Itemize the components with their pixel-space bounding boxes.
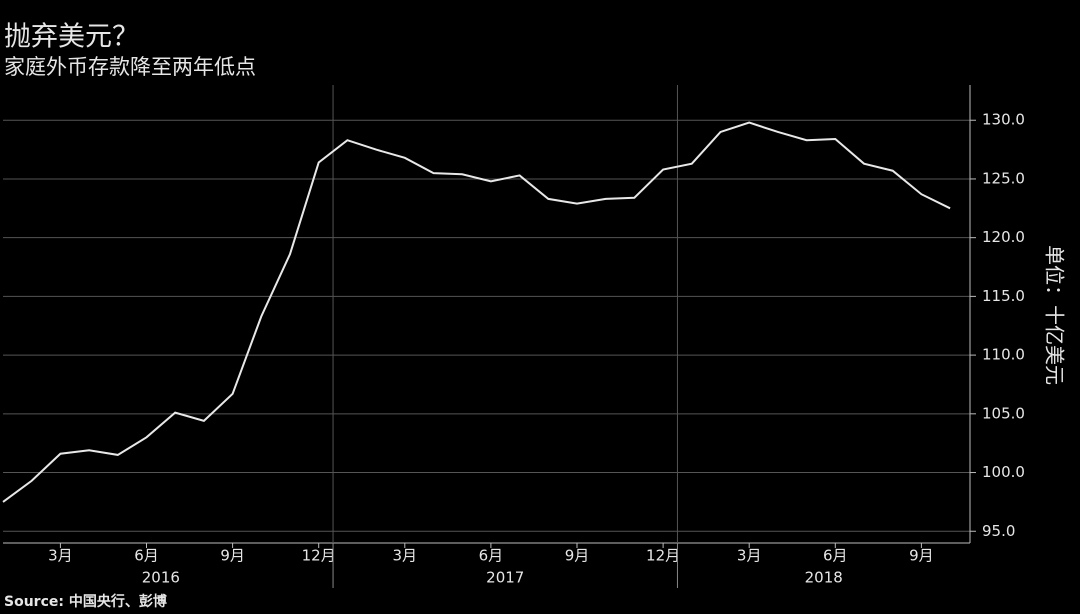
chart-subtitle: 家庭外币存款降至两年低点	[4, 55, 256, 79]
y-tick-label: 95.0	[982, 522, 1015, 540]
year-label: 2016	[142, 569, 180, 587]
x-tick-label: 3月	[393, 547, 418, 565]
y-tick-label: 105.0	[982, 404, 1025, 422]
y-tick-label: 120.0	[982, 228, 1025, 246]
y-tick-label: 130.0	[982, 111, 1025, 129]
year-label: 2017	[486, 569, 524, 587]
x-tick-label: 3月	[737, 547, 762, 565]
x-tick-label: 9月	[565, 547, 590, 565]
year-label: 2018	[805, 569, 843, 587]
chart-title: 抛弃美元？	[4, 22, 139, 53]
data-line	[2, 121, 951, 503]
x-tick-label: 6月	[823, 547, 848, 565]
y-tick-label: 115.0	[982, 287, 1025, 305]
x-tick-label: 6月	[134, 547, 159, 565]
x-tick-label: 12月	[302, 547, 336, 565]
y-tick-label: 110.0	[982, 346, 1025, 364]
y-axis-label: 单位：十亿美元	[1043, 245, 1067, 385]
x-tick-label: 6月	[479, 547, 504, 565]
y-tick-label: 100.0	[982, 463, 1025, 481]
source: Source: 中国央行、彭博	[4, 593, 167, 610]
y-tick-label: 125.0	[982, 169, 1025, 187]
x-tick-label: 9月	[909, 547, 934, 565]
x-tick-label: 12月	[646, 547, 680, 565]
x-tick-label: 9月	[220, 547, 245, 565]
x-tick-label: 3月	[48, 547, 73, 565]
